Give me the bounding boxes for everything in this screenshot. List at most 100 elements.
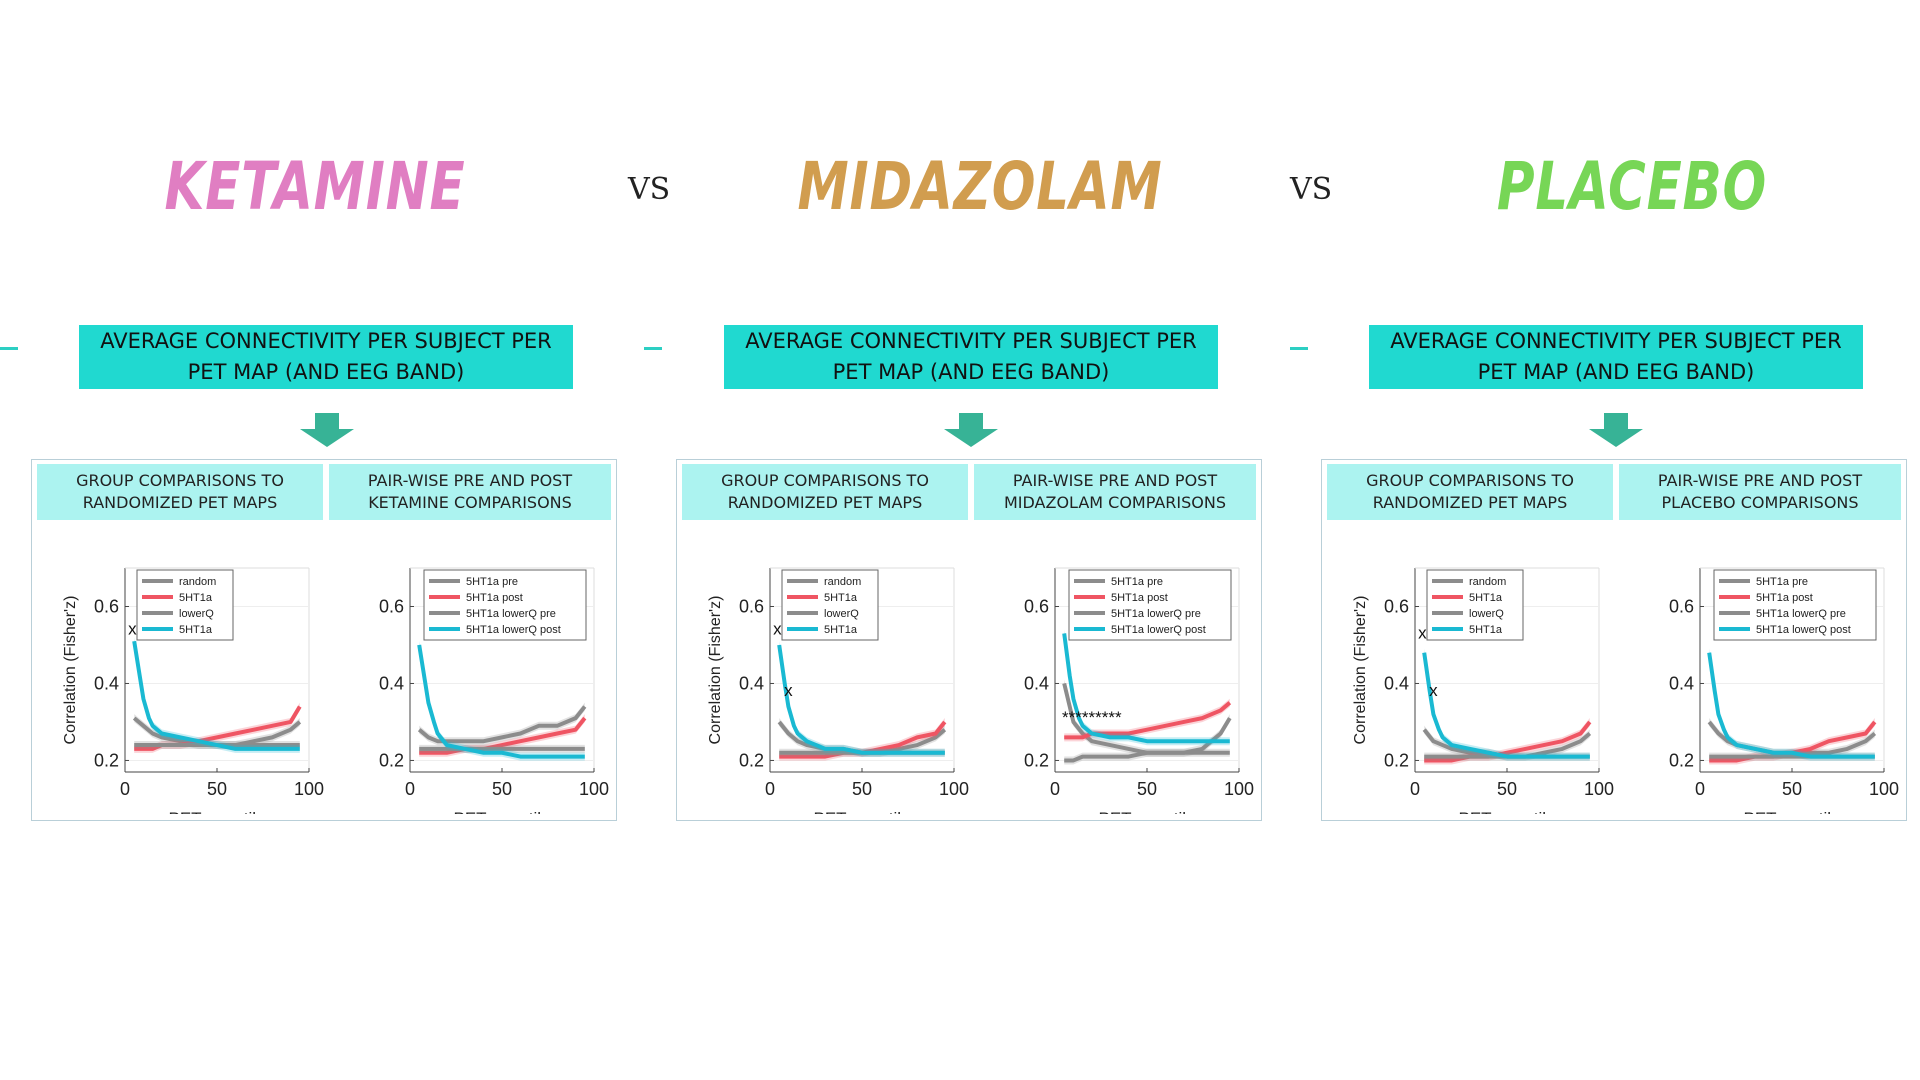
legend-label: lowerQ bbox=[1469, 608, 1504, 620]
legend-label: 5HT1a lowerQ pre bbox=[1111, 608, 1201, 620]
subheader-pairwise-comparisons: PAIR-WISE PRE AND POST KETAMINE COMPARIS… bbox=[329, 464, 611, 520]
y-tick-label: 0.2 bbox=[1384, 750, 1409, 770]
legend-label: lowerQ bbox=[824, 608, 859, 620]
legend-label: 5HT1a bbox=[824, 592, 858, 604]
y-tick-label: 0.2 bbox=[739, 750, 764, 770]
y-tick-label: 0.2 bbox=[1024, 750, 1049, 770]
y-tick-label: 0.2 bbox=[94, 750, 119, 770]
chart-group-placebo: 0.2 0.4 0.6 0 50 100 PET quantile Correlation (… bbox=[1352, 567, 1614, 814]
x-axis-label: PET quantile bbox=[168, 809, 265, 814]
y-tick-label: 0.6 bbox=[739, 596, 764, 616]
legend-label: 5HT1a pre bbox=[1756, 576, 1808, 588]
accent-dash bbox=[644, 347, 662, 350]
subheader-pairwise-comparisons: PAIR-WISE PRE AND POST MIDAZOLAM COMPARI… bbox=[974, 464, 1256, 520]
y-axis-label: Correlation (Fisher'z) bbox=[1352, 596, 1369, 745]
x-tick-label: 0 bbox=[120, 779, 130, 799]
legend-label: 5HT1a bbox=[179, 592, 213, 604]
y-tick-label: 0.2 bbox=[379, 750, 404, 770]
series-line-3 bbox=[1062, 633, 1230, 744]
series-line-1 bbox=[1064, 701, 1232, 740]
x-tick-label: 0 bbox=[1410, 779, 1420, 799]
y-tick-label: 0.6 bbox=[379, 596, 404, 616]
down-arrow-icon bbox=[944, 413, 998, 447]
series-line-1 bbox=[134, 705, 302, 751]
results-panel-midazolam: GROUP COMPARISONS TO RANDOMIZED PET MAPS… bbox=[676, 459, 1262, 821]
y-tick-label: 0.4 bbox=[1384, 673, 1409, 693]
subheader-group-comparisons: GROUP COMPARISONS TO RANDOMIZED PET MAPS bbox=[682, 464, 968, 520]
series-line-0 bbox=[1062, 683, 1232, 755]
legend-label: 5HT1a bbox=[1469, 624, 1503, 636]
legend-label: 5HT1a bbox=[1469, 592, 1503, 604]
x-tick-label: 0 bbox=[765, 779, 775, 799]
x-tick-label: 50 bbox=[1137, 779, 1157, 799]
legend-label: random bbox=[179, 576, 216, 588]
legend-label: 5HT1a pre bbox=[1111, 576, 1163, 588]
title-ketamine: KETAMINE bbox=[164, 148, 466, 225]
x-tick-label: 50 bbox=[852, 779, 872, 799]
section-header: AVERAGE CONNECTIVITY PER SUBJECT PER PET… bbox=[79, 325, 573, 389]
subheader-group-comparisons: GROUP COMPARISONS TO RANDOMIZED PET MAPS bbox=[37, 464, 323, 520]
chart-group-midazolam: 0.2 0.4 0.6 0 50 100 PET quantile Correlation (… bbox=[707, 567, 969, 814]
legend-label: 5HT1a pre bbox=[466, 576, 518, 588]
section-header: AVERAGE CONNECTIVITY PER SUBJECT PER PET… bbox=[724, 325, 1218, 389]
significance-marker: x bbox=[784, 681, 793, 700]
significance-marker: ********* bbox=[1062, 708, 1122, 727]
x-tick-label: 100 bbox=[1584, 779, 1614, 799]
y-tick-label: 0.2 bbox=[1669, 750, 1694, 770]
x-axis-label: PET quantile bbox=[1458, 809, 1555, 814]
x-tick-label: 0 bbox=[1695, 779, 1705, 799]
x-tick-label: 50 bbox=[1782, 779, 1802, 799]
x-tick-label: 50 bbox=[1497, 779, 1517, 799]
chart-group-ketamine: 0.2 0.4 0.6 0 50 100 PET quantile Correlation (… bbox=[62, 567, 324, 814]
y-tick-label: 0.6 bbox=[94, 596, 119, 616]
legend-label: 5HT1a lowerQ post bbox=[466, 624, 561, 636]
x-tick-label: 100 bbox=[1869, 779, 1899, 799]
chart-pairwise-midazolam: 0.2 0.4 0.6 0 50 100 PET quantile ********* 5HT1… bbox=[1024, 567, 1254, 814]
title-midazolam: MIDAZOLAM bbox=[797, 148, 1163, 225]
x-tick-label: 50 bbox=[207, 779, 227, 799]
legend-label: 5HT1a post bbox=[466, 592, 523, 604]
legend-label: 5HT1a lowerQ pre bbox=[1756, 608, 1846, 620]
accent-dash bbox=[0, 347, 18, 350]
subheader-pairwise-comparisons: PAIR-WISE PRE AND POST PLACEBO COMPARISO… bbox=[1619, 464, 1901, 520]
down-arrow-icon bbox=[1589, 413, 1643, 447]
series-line-0 bbox=[417, 705, 587, 744]
legend-label: 5HT1a post bbox=[1111, 592, 1168, 604]
legend-label: 5HT1a bbox=[824, 624, 858, 636]
significance-marker: x bbox=[1418, 623, 1427, 642]
x-tick-label: 0 bbox=[1050, 779, 1060, 799]
series-line-3 bbox=[417, 644, 585, 759]
series-line-3 bbox=[1422, 652, 1590, 759]
x-axis-label: PET quantile bbox=[1743, 809, 1840, 814]
x-tick-label: 50 bbox=[492, 779, 512, 799]
legend-label: 5HT1a post bbox=[1756, 592, 1813, 604]
results-panel-ketamine: GROUP COMPARISONS TO RANDOMIZED PET MAPS… bbox=[31, 459, 617, 821]
y-tick-label: 0.6 bbox=[1384, 596, 1409, 616]
series-line-2 bbox=[1064, 750, 1230, 763]
legend-label: random bbox=[824, 576, 861, 588]
y-tick-label: 0.6 bbox=[1669, 596, 1694, 616]
y-tick-label: 0.4 bbox=[379, 673, 404, 693]
vs-label-2: VS bbox=[1290, 172, 1333, 207]
significance-marker: x bbox=[1429, 681, 1438, 700]
significance-marker: x bbox=[773, 620, 782, 639]
series-line-3 bbox=[132, 640, 300, 751]
legend-label: 5HT1a lowerQ pre bbox=[466, 608, 556, 620]
series-line-3 bbox=[1707, 652, 1875, 759]
x-tick-label: 100 bbox=[294, 779, 324, 799]
accent-dash bbox=[1290, 347, 1308, 350]
x-tick-label: 0 bbox=[405, 779, 415, 799]
title-placebo: PLACEBO bbox=[1496, 148, 1768, 225]
down-arrow-icon bbox=[300, 413, 354, 447]
legend-label: lowerQ bbox=[179, 608, 214, 620]
y-tick-label: 0.4 bbox=[94, 673, 119, 693]
series-line-3 bbox=[777, 644, 945, 755]
y-tick-label: 0.4 bbox=[739, 673, 764, 693]
legend-label: random bbox=[1469, 576, 1506, 588]
x-tick-label: 100 bbox=[939, 779, 969, 799]
x-axis-label: PET quantile bbox=[813, 809, 910, 814]
subheader-group-comparisons: GROUP COMPARISONS TO RANDOMIZED PET MAPS bbox=[1327, 464, 1613, 520]
y-tick-label: 0.4 bbox=[1024, 673, 1049, 693]
x-axis-label: PET quantile bbox=[1098, 809, 1195, 814]
y-tick-label: 0.6 bbox=[1024, 596, 1049, 616]
